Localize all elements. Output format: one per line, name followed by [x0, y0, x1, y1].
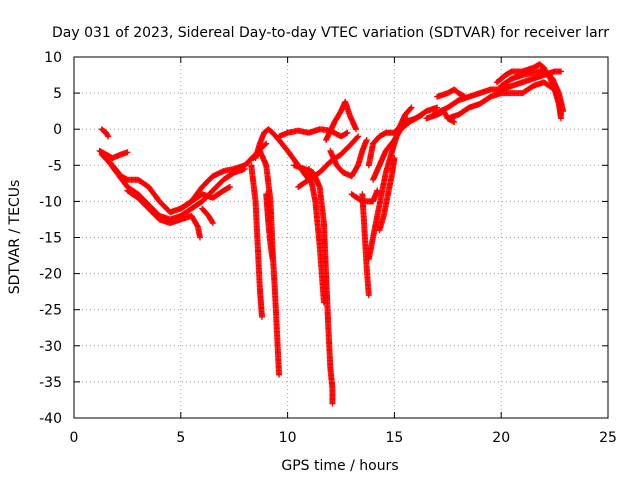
series-arc-6	[177, 183, 233, 212]
series-dip-6	[359, 191, 372, 299]
x-tick-label: 15	[385, 430, 403, 446]
data-point-marker	[434, 104, 441, 111]
data-point-marker	[209, 218, 216, 225]
series-arc-13	[348, 187, 381, 205]
series-arc-14	[365, 104, 415, 263]
series-arc-9	[276, 126, 351, 140]
y-tick-label: 5	[53, 86, 62, 102]
data-point-marker	[329, 400, 336, 407]
y-tick-label: -30	[39, 339, 62, 355]
data-point-marker	[560, 108, 567, 115]
series-dip-3	[263, 191, 276, 263]
y-tick-label: 10	[44, 50, 62, 66]
y-tick-label: -15	[39, 231, 62, 247]
series-arc-16	[376, 155, 398, 234]
data-point-marker	[226, 183, 233, 190]
series-arc-4	[103, 155, 248, 223]
series-arc-10	[295, 133, 362, 190]
x-tick-label: 10	[279, 430, 297, 446]
series-arc-12	[327, 137, 370, 180]
y-tick-label: -40	[39, 411, 62, 427]
x-tick-label: 0	[70, 430, 79, 446]
data-point-marker	[558, 68, 565, 75]
series-arc-5	[124, 187, 204, 241]
series-arc-7	[199, 205, 216, 227]
data-point-marker	[124, 149, 131, 156]
series-arc-1	[98, 126, 112, 140]
data-point-marker	[197, 234, 204, 241]
data-point-marker	[241, 165, 248, 172]
series-arc-24	[498, 66, 567, 115]
y-tick-label: -10	[39, 194, 62, 210]
y-axis-label: SDTVAR / TECUs	[7, 180, 23, 295]
data-point-marker	[258, 313, 265, 320]
data-point-marker	[408, 104, 415, 111]
x-axis-label: GPS time / hours	[281, 458, 398, 474]
series-arc-11	[323, 98, 359, 144]
data-point-marker	[391, 155, 398, 162]
data-series	[96, 61, 567, 407]
y-tick-label: -20	[39, 267, 62, 283]
y-tick-label: 0	[53, 122, 62, 138]
series-dip-4	[305, 165, 327, 306]
data-point-marker	[558, 115, 565, 122]
data-point-marker	[374, 187, 381, 194]
y-tick-label: -5	[48, 158, 62, 174]
data-point-marker	[451, 118, 458, 125]
data-point-marker	[276, 371, 283, 378]
data-point-marker	[461, 93, 468, 100]
data-point-marker	[263, 140, 270, 147]
x-tick-label: 20	[492, 430, 510, 446]
y-tick-label: -25	[39, 303, 62, 319]
x-tick-label: 5	[176, 430, 185, 446]
data-point-marker	[354, 134, 361, 141]
series-arc-18	[402, 104, 441, 125]
data-point-marker	[352, 126, 359, 133]
data-point-marker	[363, 137, 370, 144]
data-point-marker	[355, 133, 362, 140]
chart-title: Day 031 of 2023, Sidereal Day-to-day VTE…	[52, 25, 609, 41]
series-arc-2	[96, 147, 131, 162]
data-point-marker	[365, 292, 372, 299]
x-tick-label: 25	[599, 430, 617, 446]
series-arc-21	[434, 86, 468, 100]
series-dip-1	[248, 162, 265, 320]
data-point-marker	[407, 105, 414, 112]
data-point-marker	[344, 129, 351, 136]
data-point-marker	[209, 220, 216, 227]
y-tick-label: -35	[39, 375, 62, 391]
data-point-marker	[104, 132, 111, 139]
series-dip-5	[291, 162, 336, 407]
series-arc-17	[370, 111, 426, 183]
data-point-marker	[105, 133, 112, 140]
data-point-marker	[269, 256, 276, 263]
data-point-marker	[262, 141, 269, 148]
axis-ticks: 0 5 10 15 20 25 -40 -35 -30 -25 -20 -15 -10 -5 0 5 10	[39, 50, 617, 446]
